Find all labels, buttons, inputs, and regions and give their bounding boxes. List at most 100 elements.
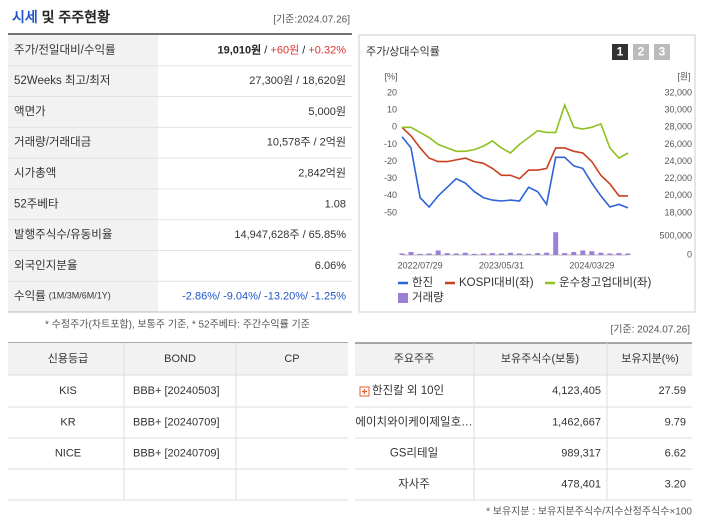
volume-bar: [471, 253, 477, 255]
holders-header-bg: [355, 343, 692, 375]
legend-label: 한진: [412, 276, 433, 289]
row-value: 6.06%: [315, 260, 346, 272]
volume-bar: [462, 252, 468, 255]
cell: BBB+ [20240709]: [133, 447, 220, 459]
legend-label: 운수창고업대비(좌): [559, 276, 651, 289]
y2-tick-label: 20,000: [664, 190, 692, 200]
value-part: 19,010원: [217, 42, 261, 56]
cell: NICE: [55, 447, 81, 459]
volume-bar: [507, 252, 513, 255]
volume-bar: [498, 253, 504, 255]
value-text: 10,578주 / 2억원: [267, 136, 346, 149]
volume-bar: [562, 253, 568, 255]
y-tick-label: -50: [384, 207, 397, 217]
volume-bar: [444, 253, 450, 255]
volume-bar: [480, 253, 486, 255]
shares: 1,462,667: [552, 416, 601, 428]
y-tick-label: 10: [387, 105, 397, 115]
row-label: 액면가: [14, 105, 46, 118]
row-label: 발행주식수/유동비율: [14, 228, 112, 241]
value-text: 1.08: [325, 198, 346, 210]
volume-bar: [517, 253, 523, 255]
cell: BBB+ [20240709]: [133, 416, 220, 428]
header-cell: CP: [284, 353, 299, 365]
volume-bar: [417, 253, 423, 255]
legend-label: KOSPI대비(좌): [459, 276, 534, 289]
label-text: 액면가: [14, 105, 46, 118]
stake: 6.62: [665, 447, 686, 459]
volume-bar: [453, 253, 459, 255]
volume-bar: [426, 253, 432, 255]
shares: 478,401: [561, 478, 601, 490]
label-text: 52Weeks 최고/최저: [14, 74, 110, 87]
y2-axis-label: [원]: [677, 71, 690, 81]
volume-bar: [435, 250, 441, 255]
y2-tick-label: 26,000: [664, 139, 692, 149]
value-text: 27,300원 / 18,620원: [249, 74, 346, 87]
header-cell: 보유주식수(보통): [501, 352, 579, 365]
button-label: 2: [638, 45, 645, 59]
value-part: +60원: [270, 43, 299, 56]
holder-name: 에이치와이케이제일호…: [355, 415, 472, 429]
row-label: 52Weeks 최고/최저: [14, 74, 110, 87]
title-highlight: 시세: [12, 9, 38, 25]
value-text: 5,000원: [308, 105, 346, 118]
legend-swatch: [398, 293, 408, 303]
value-part: /: [299, 44, 308, 56]
x-tick-label: 2023/05/31: [479, 260, 524, 270]
stake: 27.59: [658, 385, 686, 397]
volume-bar: [535, 253, 541, 255]
row-label: 52주베타: [14, 197, 59, 210]
button-label: 3: [659, 45, 666, 59]
value-text: 6.06%: [315, 260, 346, 272]
x-tick-label: 2024/03/29: [569, 260, 614, 270]
label-text: 발행주식수/유동비율: [14, 228, 112, 241]
row-value: 1.08: [325, 198, 346, 210]
row-value: -2.86%/ -9.04%/ -13.20%/ -1.25%: [182, 291, 346, 303]
volume-bar: [598, 252, 604, 255]
row-value: 10,578주 / 2억원: [267, 136, 346, 149]
header-cell: 보유지분(%): [621, 352, 679, 365]
legend-label: 거래량: [412, 291, 444, 304]
chart-panel: [358, 34, 696, 313]
y2-tick-label: 22,000: [664, 173, 692, 183]
volume-bar: [553, 232, 559, 255]
header-cell: 주요주주: [394, 353, 434, 365]
row-label: 수익률 (1M/3M/6M/1Y): [14, 290, 111, 303]
y3-tick-label: 0: [687, 249, 692, 259]
expand-icon[interactable]: [359, 386, 370, 397]
row-value: 27,300원 / 18,620원: [249, 74, 346, 87]
row-value: 14,947,628주 / 65.85%: [234, 229, 346, 241]
cell: KR: [60, 416, 75, 428]
y-tick-label: 0: [392, 122, 397, 132]
value-part: -2.86%/ -9.04%/ -13.20%/ -1.25%: [182, 291, 346, 303]
chart-button[interactable]: [654, 44, 670, 60]
holder-name: 자사주: [398, 478, 430, 491]
volume-bar: [526, 253, 532, 255]
value-part: +0.32%: [308, 44, 346, 56]
y2-tick-label: 28,000: [664, 122, 692, 132]
y2-tick-label: 32,000: [664, 87, 692, 97]
series-line: [402, 102, 629, 160]
y-tick-label: -20: [384, 156, 397, 166]
table-lines: [8, 343, 692, 501]
volume-bar: [625, 253, 631, 255]
volume-bar: [580, 250, 586, 255]
x-tick-label: 2022/07/29: [398, 260, 443, 270]
chart-button[interactable]: [612, 44, 628, 60]
volume-bar: [589, 251, 595, 255]
y2-tick-label: 18,000: [664, 207, 692, 217]
row-value: 2,842억원: [298, 166, 346, 179]
value-part: /: [261, 44, 270, 56]
volume-bar: [544, 252, 550, 255]
cell: KIS: [59, 385, 77, 397]
title-rest: 및 주주현황: [38, 9, 110, 25]
row-label: 주가/전일대비/수익률: [14, 42, 116, 56]
shares: 989,317: [561, 447, 601, 459]
chart-button[interactable]: [633, 44, 649, 60]
stake: 3.20: [665, 478, 686, 490]
series-line: [401, 126, 628, 197]
value-text: 2,842억원: [298, 166, 346, 179]
label-text: 외국인지분율: [14, 259, 77, 272]
